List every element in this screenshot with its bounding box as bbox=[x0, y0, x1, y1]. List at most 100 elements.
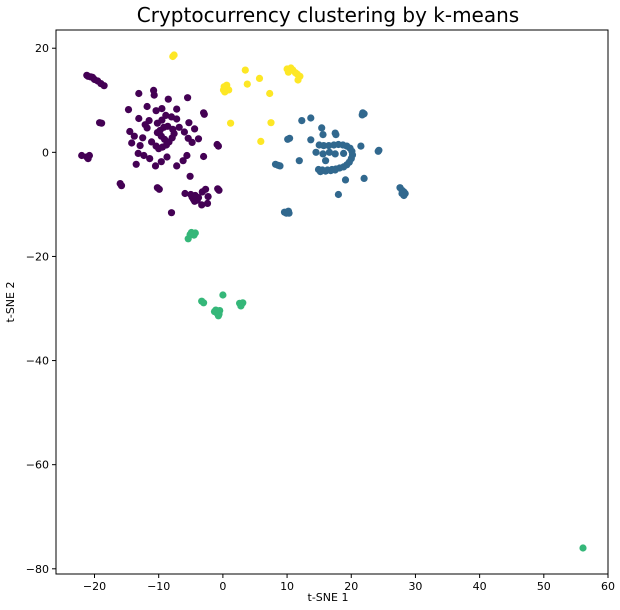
data-point-cluster-0-55 bbox=[136, 142, 144, 150]
data-point-cluster-2-19 bbox=[579, 544, 587, 552]
data-point-cluster-2-5 bbox=[184, 235, 192, 243]
data-point-cluster-1-24 bbox=[312, 148, 320, 156]
data-point-cluster-2-17 bbox=[212, 306, 220, 314]
data-point-cluster-2-18 bbox=[214, 312, 222, 320]
data-point-cluster-1-61 bbox=[398, 189, 406, 198]
data-point-cluster-0-65 bbox=[183, 151, 191, 160]
data-point-cluster-3-22 bbox=[294, 76, 302, 84]
data-point-cluster-0-71 bbox=[191, 125, 199, 133]
data-point-cluster-0-70 bbox=[185, 119, 193, 127]
data-point-cluster-0-13 bbox=[84, 155, 92, 163]
data-point-cluster-1-28 bbox=[340, 149, 348, 157]
data-point-cluster-0-61 bbox=[157, 158, 165, 166]
data-point-cluster-0-88 bbox=[202, 185, 210, 193]
points-layer bbox=[78, 51, 587, 552]
data-point-cluster-1-47 bbox=[341, 176, 350, 184]
data-point-cluster-0-60 bbox=[151, 162, 160, 170]
data-point-cluster-1-26 bbox=[325, 148, 333, 156]
x-tick-label: 20 bbox=[344, 580, 358, 593]
x-tick-label: −20 bbox=[83, 580, 106, 593]
data-point-cluster-1-51 bbox=[276, 162, 284, 170]
data-point-cluster-3-1 bbox=[170, 51, 178, 59]
data-point-cluster-0-73 bbox=[132, 160, 140, 168]
data-point-cluster-0-54 bbox=[139, 134, 147, 142]
data-point-cluster-1-33 bbox=[307, 114, 315, 122]
data-point-cluster-0-56 bbox=[148, 138, 156, 146]
data-point-cluster-3-14 bbox=[257, 137, 265, 145]
x-tick-label: 30 bbox=[408, 580, 422, 593]
data-point-cluster-0-62 bbox=[163, 153, 171, 161]
data-point-cluster-1-39 bbox=[295, 157, 303, 165]
chart-title: Cryptocurrency clustering by k-means bbox=[137, 3, 519, 27]
data-point-cluster-0-30 bbox=[143, 124, 151, 132]
data-point-cluster-0-59 bbox=[146, 155, 154, 163]
data-point-cluster-1-34 bbox=[318, 124, 326, 132]
data-point-cluster-1-20 bbox=[316, 168, 324, 176]
data-point-cluster-1-35 bbox=[319, 131, 327, 139]
data-point-cluster-0-89 bbox=[204, 193, 212, 201]
data-point-cluster-0-16 bbox=[135, 89, 143, 98]
data-point-cluster-0-51 bbox=[126, 127, 134, 136]
data-point-cluster-0-78 bbox=[155, 185, 163, 193]
data-point-cluster-0-69 bbox=[188, 138, 196, 146]
x-tick-label: 0 bbox=[219, 580, 226, 593]
y-tick-label: −60 bbox=[26, 459, 49, 472]
data-point-cluster-0-26 bbox=[173, 105, 181, 113]
data-point-cluster-2-7 bbox=[200, 299, 208, 307]
data-point-cluster-1-23 bbox=[331, 166, 339, 174]
data-point-cluster-0-23 bbox=[143, 102, 151, 111]
y-axis-label: t-SNE 2 bbox=[4, 282, 17, 323]
data-point-cluster-3-12 bbox=[227, 119, 235, 127]
data-point-cluster-0-31 bbox=[145, 117, 153, 125]
data-point-cluster-0-58 bbox=[140, 151, 148, 160]
data-point-cluster-1-46 bbox=[360, 174, 368, 182]
data-point-cluster-0-27 bbox=[124, 106, 133, 114]
data-point-cluster-0-19 bbox=[164, 95, 172, 103]
y-tick-label: −40 bbox=[26, 355, 49, 368]
data-point-cluster-2-12 bbox=[237, 302, 245, 310]
x-tick-label: 50 bbox=[537, 580, 551, 593]
x-tick-label: 40 bbox=[473, 580, 487, 593]
data-point-cluster-0-20 bbox=[184, 94, 192, 102]
plot-frame bbox=[55, 29, 609, 575]
data-point-cluster-0-64 bbox=[179, 157, 187, 165]
data-point-cluster-3-13 bbox=[267, 119, 275, 127]
data-point-cluster-0-63 bbox=[173, 162, 181, 170]
data-point-cluster-1-27 bbox=[331, 150, 339, 158]
data-point-cluster-0-36 bbox=[173, 115, 181, 123]
data-point-cluster-0-86 bbox=[191, 191, 199, 200]
data-point-cluster-0-46 bbox=[156, 126, 164, 135]
data-point-cluster-0-93 bbox=[167, 209, 176, 217]
x-tick-label: 10 bbox=[280, 580, 294, 593]
data-point-cluster-0-34 bbox=[162, 111, 170, 119]
data-point-cluster-1-1 bbox=[320, 142, 328, 150]
data-point-cluster-1-30 bbox=[332, 131, 340, 139]
data-point-cluster-0-50 bbox=[162, 141, 170, 149]
y-tick-label: 0 bbox=[42, 146, 49, 159]
data-point-cluster-0-72 bbox=[194, 135, 203, 143]
y-tick-label: −20 bbox=[26, 250, 49, 263]
data-point-cluster-0-79 bbox=[186, 172, 194, 180]
data-point-cluster-3-9 bbox=[243, 80, 251, 88]
data-point-cluster-0-92 bbox=[181, 189, 189, 198]
data-point-cluster-1-25 bbox=[319, 150, 327, 158]
data-point-cluster-3-8 bbox=[241, 66, 249, 74]
data-point-cluster-0-24 bbox=[152, 107, 160, 115]
data-point-cluster-3-7 bbox=[220, 83, 228, 91]
x-axis-label: t-SNE 1 bbox=[308, 591, 349, 604]
x-tick-label: 60 bbox=[601, 580, 615, 593]
data-point-cluster-0-90 bbox=[203, 199, 212, 207]
data-point-cluster-1-31 bbox=[322, 157, 330, 165]
data-point-cluster-0-67 bbox=[180, 128, 188, 136]
data-point-cluster-0-28 bbox=[135, 114, 143, 123]
data-point-cluster-1-36 bbox=[307, 136, 315, 144]
data-point-cluster-0-22 bbox=[200, 110, 208, 118]
data-point-cluster-1-45 bbox=[357, 142, 365, 150]
data-point-cluster-0-74 bbox=[200, 152, 208, 161]
data-point-cluster-1-44 bbox=[374, 147, 382, 155]
data-point-cluster-0-76 bbox=[214, 142, 222, 150]
data-point-cluster-0-52 bbox=[128, 139, 136, 147]
data-point-cluster-1-32 bbox=[298, 117, 306, 125]
